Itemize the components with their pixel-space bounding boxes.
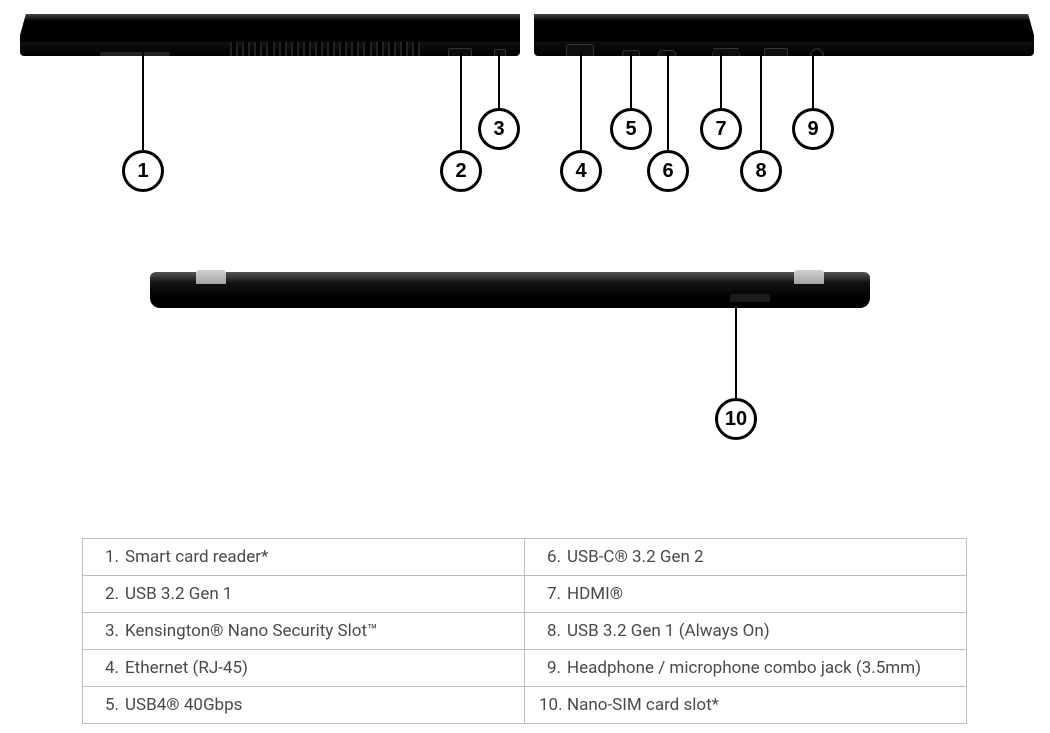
nano-sim-slot-port bbox=[730, 294, 770, 302]
legend-label: Headphone / microphone combo jack (3.5mm… bbox=[567, 658, 921, 678]
legend-num: 6. bbox=[539, 547, 561, 567]
legend-num: 7. bbox=[539, 584, 561, 604]
legend-label: USB 3.2 Gen 1 (Always On) bbox=[567, 621, 770, 641]
laptop-right-side-view bbox=[534, 14, 1034, 56]
callout-number-circle: 4 bbox=[560, 150, 602, 192]
callout-line bbox=[630, 52, 632, 108]
legend-num: 9. bbox=[539, 658, 561, 678]
port-legend-table: 1.Smart card reader* 6.USB-C® 3.2 Gen 2 … bbox=[82, 538, 967, 724]
table-row: 5. USB4® 40Gbps 10. Nano-SIM card slot* bbox=[83, 687, 967, 724]
table-row: 1. Smart card reader* 6. USB-C® 3.2 Gen 2 bbox=[83, 539, 967, 576]
legend-num: 3. bbox=[97, 621, 119, 641]
callout-number-circle: 10 bbox=[715, 398, 757, 440]
legend-label: USB4® 40Gbps bbox=[125, 695, 242, 715]
legend-cell: 5. USB4® 40Gbps bbox=[83, 687, 525, 724]
callout-number-circle: 5 bbox=[610, 108, 652, 150]
laptop-rear-view bbox=[150, 266, 870, 312]
legend-cell: 7. HDMI® bbox=[525, 576, 967, 613]
callout-number-circle: 6 bbox=[647, 150, 689, 192]
table-row: 4. Ethernet (RJ-45) 9. Headphone / microph… bbox=[83, 650, 967, 687]
legend-label: Smart card reader* bbox=[125, 547, 268, 567]
smart-card-reader-port bbox=[100, 52, 170, 56]
legend-label: USB 3.2 Gen 1 bbox=[125, 584, 233, 604]
callout-line bbox=[580, 52, 582, 150]
legend-label: HDMI® bbox=[567, 584, 623, 604]
callout-line bbox=[142, 52, 144, 150]
ethernet-port bbox=[566, 44, 594, 62]
legend-cell: 1. Smart card reader* bbox=[83, 539, 525, 576]
page-root: 1 23456789 10 1. Smart card reader* 6. USB-C… bbox=[0, 0, 1050, 733]
laptop-left-side-view bbox=[20, 14, 520, 56]
legend-cell: 6. USB-C® 3.2 Gen 2 bbox=[525, 539, 967, 576]
table-row: 2. USB 3.2 Gen 1 7. HDMI® bbox=[83, 576, 967, 613]
legend-cell: 8. USB 3.2 Gen 1 (Always On) bbox=[525, 613, 967, 650]
callout-line bbox=[460, 52, 462, 150]
usb-a-right-port bbox=[764, 48, 788, 60]
hdmi-port bbox=[712, 48, 740, 60]
callout-number-circle: 9 bbox=[792, 108, 834, 150]
callout-line bbox=[735, 304, 737, 398]
legend-label: Nano-SIM card slot* bbox=[567, 695, 719, 715]
legend-cell: 9. Headphone / microphone combo jack (3.5… bbox=[525, 650, 967, 687]
legend-num: 10. bbox=[539, 695, 561, 715]
legend-label: USB-C® 3.2 Gen 2 bbox=[567, 547, 704, 567]
legend-cell: 4. Ethernet (RJ-45) bbox=[83, 650, 525, 687]
callout-number-circle: 2 bbox=[440, 150, 482, 192]
audio-jack-port bbox=[810, 48, 824, 62]
legend-cell: 2. USB 3.2 Gen 1 bbox=[83, 576, 525, 613]
kensington-slot-port bbox=[494, 49, 506, 59]
exhaust-vents bbox=[230, 42, 420, 58]
callout-line bbox=[812, 52, 814, 108]
callout-line bbox=[498, 52, 500, 108]
legend-num: 1. bbox=[97, 547, 119, 567]
legend-cell: 10. Nano-SIM card slot* bbox=[525, 687, 967, 724]
callout-line bbox=[667, 52, 669, 150]
callout-number-circle: 7 bbox=[700, 108, 742, 150]
legend-num: 4. bbox=[97, 658, 119, 678]
legend-num: 2. bbox=[97, 584, 119, 604]
legend-label: Ethernet (RJ-45) bbox=[125, 658, 248, 678]
legend-cell: 3. Kensington® Nano Security Slot™ bbox=[83, 613, 525, 650]
legend-num: 5. bbox=[97, 695, 119, 715]
usb-a-left-port bbox=[448, 48, 472, 60]
callout-line bbox=[720, 52, 722, 108]
legend-num: 8. bbox=[539, 621, 561, 641]
legend-label: Kensington® Nano Security Slot™ bbox=[125, 621, 378, 641]
callout-number-circle: 1 bbox=[122, 150, 164, 192]
table-row: 3. Kensington® Nano Security Slot™ 8. USB … bbox=[83, 613, 967, 650]
callout-number-circle: 8 bbox=[740, 150, 782, 192]
callout-number-circle: 3 bbox=[478, 108, 520, 150]
callout-line bbox=[760, 52, 762, 150]
usb4-port bbox=[622, 50, 640, 59]
usb-c-32-port bbox=[658, 50, 676, 59]
